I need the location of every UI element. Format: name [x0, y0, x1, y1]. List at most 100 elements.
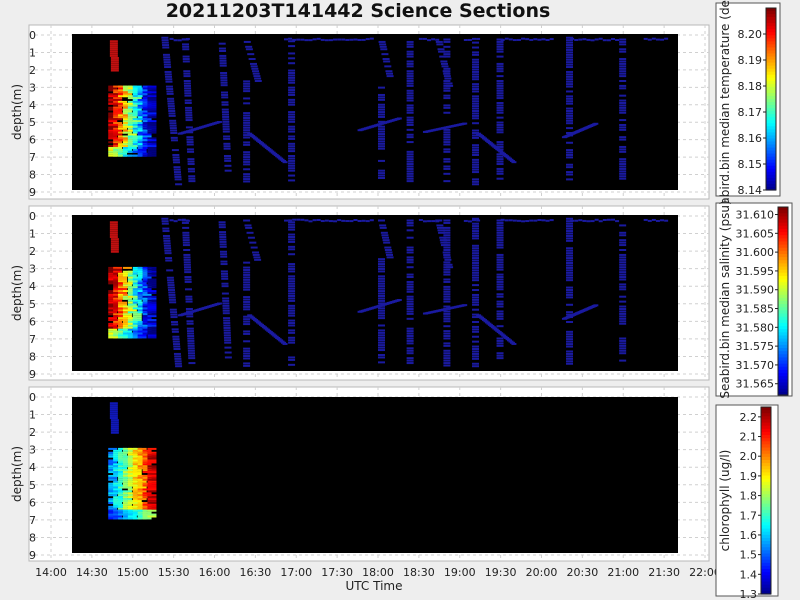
profile-cells [118, 453, 128, 456]
profile-cells [113, 89, 123, 92]
profile-cells [108, 500, 118, 503]
profile-cells [184, 89, 192, 92]
colorbar-segment [778, 341, 788, 346]
profile-cells [108, 461, 118, 464]
surface-cells [431, 220, 436, 223]
profile-cells [142, 469, 152, 472]
profile-cells [619, 320, 627, 323]
profile-cells [187, 352, 195, 355]
profile-cells [243, 131, 251, 134]
profile-cells [566, 127, 574, 130]
profile-cells [122, 505, 132, 508]
profile-cells [137, 303, 147, 306]
profile-cells [113, 93, 123, 96]
profile-cells [406, 158, 414, 161]
profile-cells [118, 494, 128, 497]
profile-cells [163, 61, 171, 64]
profile-cells [118, 137, 128, 140]
profile-cells [443, 332, 451, 335]
profile-cells [122, 469, 132, 472]
surface-cells [590, 39, 595, 42]
profile-cells [108, 332, 118, 335]
profile-cells [122, 326, 132, 329]
profile-cells [188, 180, 196, 183]
profile-cells [118, 474, 128, 477]
profile-cells [167, 284, 175, 287]
track-cells [499, 151, 505, 154]
x-tick-label: 18:00 [362, 566, 394, 579]
profile-cells [168, 296, 176, 299]
profile-cells [443, 89, 451, 92]
profile-cells [122, 293, 132, 296]
profile-cells [566, 107, 574, 110]
profile-cells [619, 43, 627, 46]
profile-cells [243, 116, 251, 119]
profile-cells [243, 320, 251, 323]
profile-cells [132, 299, 142, 302]
profile-cells [472, 78, 480, 81]
profile-cells [472, 271, 480, 274]
profile-cells [566, 58, 574, 61]
profile-cells [496, 219, 504, 222]
profile-cells [142, 313, 152, 316]
colorbar-tick-label: 31.580 [736, 321, 775, 334]
profile-cells [222, 123, 230, 126]
profile-cells [122, 141, 132, 144]
surface-cells [109, 408, 118, 411]
profile-cells [108, 292, 118, 295]
track-cells [493, 328, 499, 331]
colorbar-tick-label: 31.610 [736, 209, 775, 222]
profile-cells [132, 319, 142, 322]
profile-cells [619, 273, 627, 276]
profile-cells [378, 96, 385, 99]
profile-cells [122, 494, 132, 497]
profile-cells [566, 239, 574, 242]
profile-cells [288, 69, 296, 72]
profile-cells [185, 307, 193, 310]
profile-cells [619, 165, 627, 168]
profile-cells [127, 480, 137, 483]
profile-cells [108, 459, 118, 462]
profile-cells [113, 457, 123, 460]
profile-cells [443, 241, 451, 244]
profile-cells [132, 108, 142, 111]
profile-cells [108, 89, 118, 92]
profile-cells [182, 60, 190, 63]
profile-cells [127, 455, 137, 458]
profile-cells [137, 451, 147, 454]
profile-cells [127, 270, 137, 273]
profile-cells [108, 280, 118, 283]
profile-cells [381, 53, 389, 56]
profile-cells [566, 340, 574, 343]
colorbar-segment [761, 453, 771, 458]
profile-cells [142, 459, 152, 462]
profile-cells [118, 295, 128, 298]
profile-cells [147, 482, 157, 485]
profile-cells [137, 453, 147, 456]
profile-cells [443, 67, 451, 70]
colorbar-tick-label: 1.6 [740, 529, 758, 542]
profile-cells [167, 102, 175, 105]
profile-cells [142, 492, 152, 495]
profile-cells [443, 249, 451, 252]
surface-cells [570, 219, 575, 222]
colorbar-segment [778, 338, 788, 343]
profile-cells [132, 122, 142, 125]
profile-cells [127, 120, 137, 123]
profile-cells [406, 133, 414, 136]
surface-cells [512, 219, 517, 222]
profile-cells [472, 232, 480, 235]
colorbar-segment [778, 275, 788, 280]
profile-cells [147, 116, 157, 119]
profile-cells [496, 50, 504, 53]
profile-cells [122, 93, 132, 96]
profile-cells [162, 234, 170, 237]
profile-cells [137, 455, 147, 458]
profile-cells [142, 476, 152, 479]
track-cells [486, 140, 492, 143]
profile-cells [127, 301, 137, 304]
track-cells [281, 341, 287, 344]
profile-cells [619, 234, 627, 237]
profile-cells [132, 85, 142, 88]
profile-cells [161, 36, 169, 39]
